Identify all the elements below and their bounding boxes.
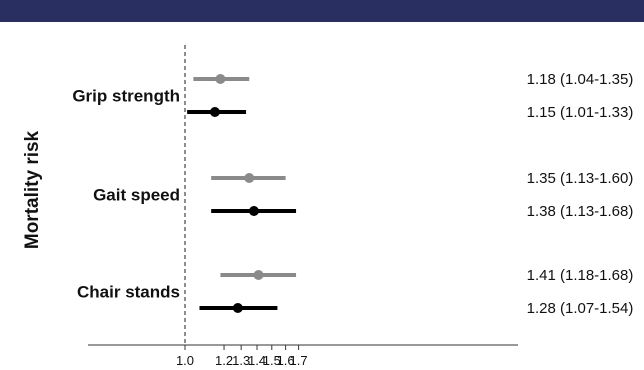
point-estimate: [232, 303, 243, 313]
x-tick-label: 1.5: [263, 353, 281, 368]
point-estimate: [253, 270, 264, 280]
x-tick-label: 1.0: [176, 353, 194, 368]
header-band: [0, 0, 644, 22]
point-estimate: [209, 107, 220, 117]
x-tick-label: 1.4: [248, 353, 266, 368]
value-label: 1.18 (1.04-1.35): [527, 71, 634, 88]
point-estimate: [215, 74, 226, 84]
category-label: Gait speed: [93, 186, 180, 205]
value-label: 1.38 (1.13-1.68): [527, 203, 634, 220]
category-label: Grip strength: [72, 87, 180, 106]
point-estimate: [248, 206, 259, 216]
value-label: 1.28 (1.07-1.54): [527, 300, 634, 317]
category-label: Chair stands: [77, 283, 180, 302]
x-tick-label: 1.2: [215, 353, 233, 368]
value-label: 1.15 (1.01-1.33): [527, 104, 634, 121]
x-tick-label: 1.3: [232, 353, 250, 368]
x-tick-label: 1.7: [290, 353, 308, 368]
x-tick-label: 1.6: [277, 353, 295, 368]
point-estimate: [244, 173, 255, 183]
value-label: 1.35 (1.13-1.60): [527, 170, 634, 187]
value-label: 1.41 (1.18-1.68): [527, 267, 634, 284]
